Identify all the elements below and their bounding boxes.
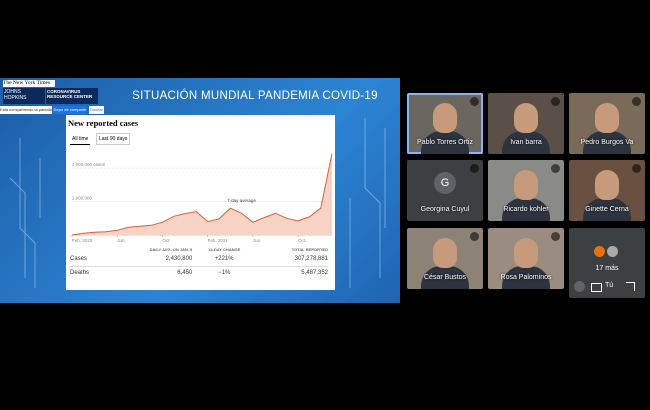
x-tick-label: Feb. 2020 (72, 238, 93, 243)
participant-name: César Bustos (423, 274, 467, 281)
table-header: DAILY AVG. ON JAN. 9 (149, 247, 193, 252)
more-count: 17 más (595, 265, 619, 272)
table-header: 14-DAY CHANGE (208, 247, 241, 252)
more-tile[interactable]: 17 más Tú (569, 228, 645, 298)
tab[interactable]: Last 90 days (96, 133, 131, 145)
video-body (421, 266, 469, 289)
video-body (421, 131, 469, 154)
avatar (594, 246, 605, 257)
video-face (595, 103, 619, 133)
x-tick-label: Oct. (162, 238, 170, 243)
participant-tile[interactable]: Ricardo kohler (488, 160, 564, 221)
participant-tile[interactable]: Rosa Palominos (488, 228, 564, 289)
annotation: 7-day average (227, 198, 256, 203)
participant-name: Ivan barra (510, 139, 542, 146)
cell: −1% (218, 270, 231, 277)
participant-tile[interactable]: César Bustos (407, 228, 483, 289)
mic-off-icon (551, 97, 560, 106)
participant-name: Georgina Cuyul (420, 206, 470, 213)
participant-name: Ricardo kohler (503, 206, 549, 213)
cell: 5,487,352 (301, 270, 328, 277)
participant-tile[interactable]: Pablo Torres Ortiz (407, 93, 483, 154)
x-tick-label: Oct. (298, 238, 306, 243)
y-tick-label: 1,000,000 (72, 196, 93, 201)
y-tick-label: 2,000,000 cases (72, 162, 106, 167)
x-tick-label: Jun. (253, 238, 262, 243)
chart-panel: New reported cases All time Last 90 days… (66, 115, 335, 290)
participant-tile[interactable]: Ginette Cerna (569, 160, 645, 221)
mic-off-icon (470, 97, 479, 106)
mic-off-icon (470, 164, 479, 173)
stop-share-button[interactable]: Dejar de compartir (53, 106, 87, 114)
participant-tile[interactable]: G Georgina Cuyul (407, 160, 483, 221)
expand-button[interactable] (626, 282, 635, 291)
cell: 307,278,881 (294, 255, 328, 262)
video-body (502, 131, 550, 154)
participant-name: Pedro Burgos Va (580, 139, 634, 146)
table-header: TOTAL REPORTED (291, 247, 328, 252)
participant-tile[interactable]: Pedro Burgos Va (569, 93, 645, 154)
hide-button[interactable]: Ocultar (89, 106, 104, 114)
tab[interactable]: All time (70, 134, 91, 145)
mic-off-icon (551, 232, 560, 241)
video-body (583, 198, 631, 221)
mic-off-icon (632, 164, 641, 173)
participant-name: Ginette Cerna (585, 206, 629, 213)
jhu-logo: JOHNS HOPKINS (3, 88, 45, 104)
cell: 6,450 (177, 270, 193, 277)
camera-button[interactable] (591, 283, 602, 292)
area (72, 153, 332, 235)
video-face (595, 170, 619, 200)
video-face (433, 238, 457, 268)
slide-title: SITUACIÓN MUNDIAL PANDEMIA COVID-19 (132, 90, 378, 102)
mic-button[interactable] (574, 281, 585, 292)
self-label: Tú (605, 282, 614, 289)
video-face (514, 170, 538, 200)
mic-off-icon (470, 232, 479, 241)
video-face (514, 238, 538, 268)
share-status: Está compartiendo la pantalla (0, 106, 52, 114)
chart: 1,000,000 2,000,000 cases Feb. 2020 Jun. Oct… (71, 153, 333, 243)
cell: +221% (214, 255, 234, 262)
participant-name: Pablo Torres Ortiz (417, 139, 473, 146)
x-tick-label: Feb. 2021 (208, 238, 229, 243)
shared-slide: The New York Times JOHNS HOPKINS CORONAV… (0, 78, 400, 303)
avatar (607, 246, 618, 257)
video-face (433, 103, 457, 133)
avatar: G (434, 172, 456, 194)
video-face (514, 103, 538, 133)
mic-off-icon (632, 97, 641, 106)
x-tick-label: Jun. (117, 238, 126, 243)
participant-tile[interactable]: Ivan barra (488, 93, 564, 154)
stats-table: DAILY AVG. ON JAN. 9 14-DAY CHANGE TOTAL… (70, 247, 328, 280)
video-body (583, 131, 631, 154)
row-label: Deaths (70, 270, 90, 277)
participant-name: Rosa Palominos (500, 274, 552, 281)
video-body (502, 198, 550, 221)
circuit-decoration (9, 118, 386, 288)
row-label: Cases (70, 255, 88, 262)
crc-logo: CORONAVIRUS RESOURCE CENTER (46, 88, 98, 104)
nyt-logo: The New York Times (3, 80, 55, 87)
chart-title: New reported cases (68, 118, 139, 128)
video-body (502, 266, 550, 289)
cell: 2,430,800 (165, 255, 193, 262)
line (71, 153, 333, 236)
mic-off-icon (551, 164, 560, 173)
